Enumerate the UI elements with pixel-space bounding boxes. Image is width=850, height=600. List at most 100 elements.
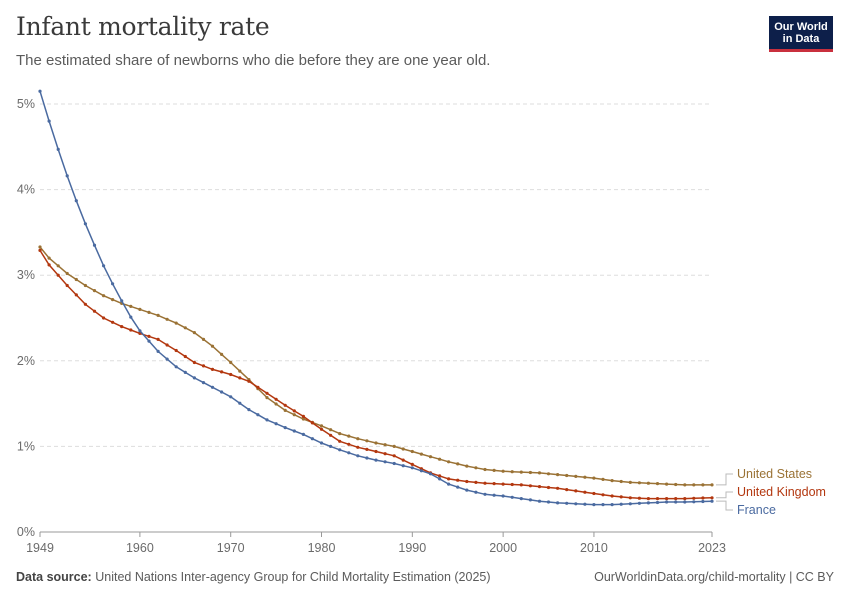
data-point [646, 497, 651, 501]
data-point [274, 402, 278, 406]
data-point [710, 496, 714, 500]
data-point [292, 413, 296, 417]
data-point [129, 304, 133, 308]
data-point [165, 343, 169, 347]
data-point [74, 199, 78, 203]
data-point [229, 372, 233, 377]
data-source-text: United Nations Inter-agency Group for Ch… [95, 570, 491, 584]
data-point [247, 379, 251, 383]
data-point [410, 449, 414, 454]
data-point [692, 483, 696, 487]
y-tick-label: 2% [17, 354, 35, 368]
data-point [74, 277, 78, 282]
data-point [483, 481, 487, 485]
data-point [592, 503, 596, 507]
data-point [674, 482, 678, 487]
data-point [165, 357, 169, 361]
x-tick-label: 1990 [398, 541, 426, 555]
data-point [474, 466, 478, 470]
data-point [510, 470, 514, 474]
label-connector [716, 491, 733, 499]
data-point [456, 478, 460, 482]
y-axis-ticks: 0% 1% 2% 3% 4% 5% [17, 97, 35, 539]
data-point [274, 422, 278, 426]
data-point [410, 466, 414, 470]
data-point [628, 496, 632, 500]
data-point [274, 397, 278, 401]
data-point [83, 283, 87, 288]
data-point [102, 316, 106, 320]
data-point [456, 485, 460, 489]
data-point [347, 442, 351, 446]
owid-logo[interactable]: Our World in Data [769, 16, 833, 52]
data-point [338, 432, 342, 436]
data-point [619, 502, 623, 506]
data-point [165, 317, 169, 321]
data-point [610, 503, 614, 507]
data-point [528, 470, 533, 475]
data-point [428, 455, 433, 459]
y-tick-label: 3% [17, 268, 35, 282]
source-link[interactable]: OurWorldinData.org/child-mortality | CC … [594, 570, 834, 584]
data-point [447, 477, 451, 481]
data-point [628, 480, 632, 484]
data-point [156, 337, 160, 341]
data-point [556, 501, 560, 505]
data-point [138, 307, 142, 311]
data-point [537, 485, 542, 489]
data-point [574, 474, 578, 478]
data-point [492, 493, 496, 497]
data-point [283, 403, 287, 407]
data-point [474, 490, 478, 494]
data-point [38, 245, 42, 249]
data-point [655, 497, 660, 501]
data-point [365, 456, 369, 460]
data-point [674, 497, 678, 501]
data-point [319, 427, 324, 431]
data-point [92, 243, 97, 247]
y-tick-label: 1% [17, 439, 35, 453]
data-point [465, 488, 469, 492]
data-point [92, 309, 97, 313]
data-point [583, 490, 587, 494]
data-point [201, 337, 206, 341]
data-point [356, 445, 360, 449]
data-point [365, 447, 369, 451]
data-point [628, 502, 632, 506]
data-point [47, 256, 51, 260]
data-point [147, 310, 151, 314]
data-point [447, 482, 451, 486]
data-point [528, 484, 533, 488]
data-point [637, 496, 642, 500]
data-point [410, 462, 414, 466]
data-point [447, 460, 451, 464]
data-point [601, 477, 605, 481]
data-point [592, 491, 596, 496]
data-point [374, 441, 378, 445]
data-point [692, 496, 696, 500]
data-point [256, 385, 260, 389]
data-point [428, 472, 433, 476]
data-point [710, 483, 714, 487]
label-connector [716, 473, 733, 486]
data-point [401, 458, 405, 462]
data-point [519, 470, 523, 474]
data-point [438, 474, 442, 478]
data-point [138, 329, 142, 333]
data-point [83, 302, 87, 306]
x-tick-label: 2000 [489, 541, 517, 555]
x-tick-label: 1960 [126, 541, 154, 555]
data-point [501, 494, 505, 498]
data-point [501, 469, 505, 473]
data-point [646, 481, 651, 485]
data-point [238, 401, 242, 405]
data-point [655, 500, 660, 505]
data-point [102, 264, 106, 268]
y-tick-label: 4% [17, 183, 35, 197]
data-point [92, 289, 97, 293]
data-point [329, 433, 333, 437]
series-labels: United States United Kingdom France [716, 467, 826, 517]
data-point [319, 424, 324, 428]
data-point [319, 441, 324, 445]
data-point [610, 479, 614, 483]
